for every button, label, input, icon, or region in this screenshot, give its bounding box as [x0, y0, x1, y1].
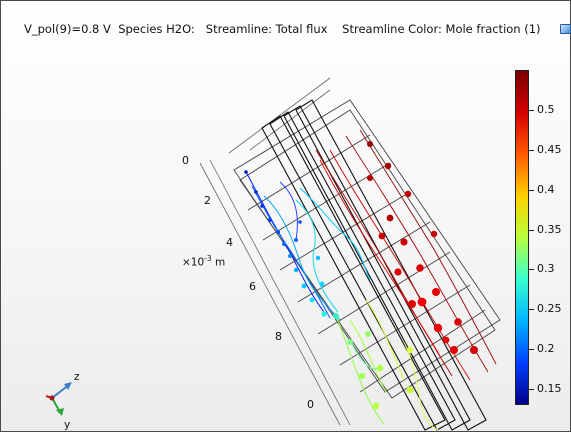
- scale-unit: m: [215, 256, 226, 269]
- triad-z-label: z: [74, 371, 80, 383]
- streamlines-mid: [335, 299, 439, 431]
- axis-tick-8: 8: [275, 330, 282, 343]
- axis-tick-4: 4: [226, 236, 233, 249]
- axis-scale-label: ×10-3 m: [182, 254, 225, 269]
- streamlines-low: [245, 171, 371, 321]
- title-species: Species H2O:: [118, 22, 195, 36]
- colorbar-tick: [529, 389, 534, 390]
- colorbar-label: 0.35: [537, 223, 562, 236]
- colorbar-label: 0.5: [537, 103, 555, 116]
- colorbar-tick: [529, 110, 534, 111]
- axis-tick-6: 6: [249, 280, 256, 293]
- triad-y-label: y: [64, 419, 70, 431]
- colorbar-label: 0.25: [537, 302, 562, 315]
- streamlines-high: [315, 129, 497, 381]
- title-streamline: Streamline: Total flux: [205, 22, 328, 36]
- colorbar-label: 0.45: [537, 143, 562, 156]
- axis-tick-2: 2: [204, 194, 211, 207]
- colorbar-label: 0.4: [537, 183, 555, 196]
- slab-grid: [233, 99, 501, 399]
- colorbar: [515, 70, 529, 405]
- colorbar-tick: [529, 349, 534, 350]
- colorbar-tick: [529, 269, 534, 270]
- axis-labels: 0 2 4 6 8 0: [182, 154, 314, 411]
- axis-tick-zero-2: 0: [307, 398, 314, 411]
- colorbar-label: 0.3: [537, 262, 555, 275]
- colorbar-tick: [529, 230, 534, 231]
- axis-tick-0: 0: [182, 154, 189, 167]
- colorbar-tick: [529, 309, 534, 310]
- coordinate-axes-icon: z y: [45, 371, 80, 431]
- colorbar-label: 0.15: [537, 382, 562, 395]
- domain-edges: [199, 77, 351, 426]
- scale-prefix: ×10: [182, 256, 205, 269]
- colorbar-tick: [529, 190, 534, 191]
- colorbar-tick: [529, 150, 534, 151]
- streamline-markers: [244, 141, 478, 410]
- scale-exponent: -3: [204, 254, 212, 263]
- title-streamline-color: Streamline Color: Mole fraction (1): [342, 22, 541, 36]
- title-condition: V_pol(9)=0.8 V: [24, 22, 111, 36]
- plot-title: V_pol(9)=0.8 V Species H2O: Streamline: …: [24, 22, 541, 36]
- colorbar-label: 0.2: [537, 342, 555, 355]
